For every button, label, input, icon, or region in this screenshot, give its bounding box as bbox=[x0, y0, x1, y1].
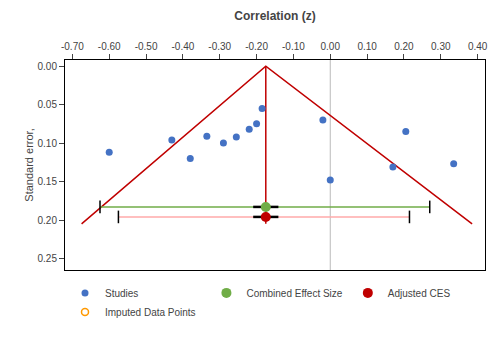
svg-text:Standard error,: Standard error, bbox=[23, 128, 35, 201]
svg-text:-0.10: -0.10 bbox=[282, 41, 305, 52]
svg-text:Studies: Studies bbox=[105, 288, 138, 299]
svg-text:0.15: 0.15 bbox=[38, 176, 58, 187]
svg-text:-0.30: -0.30 bbox=[208, 41, 231, 52]
svg-text:0.20: 0.20 bbox=[394, 41, 414, 52]
svg-text:0.00: 0.00 bbox=[38, 61, 58, 72]
svg-text:0.20: 0.20 bbox=[38, 215, 58, 226]
svg-text:0.10: 0.10 bbox=[357, 41, 377, 52]
svg-text:Imputed Data Points: Imputed Data Points bbox=[105, 307, 196, 318]
svg-text:0.00: 0.00 bbox=[321, 41, 341, 52]
svg-text:0.10: 0.10 bbox=[38, 138, 58, 149]
svg-text:Combined Effect Size: Combined Effect Size bbox=[246, 288, 342, 299]
svg-text:-0.70: -0.70 bbox=[61, 41, 84, 52]
svg-text:-0.40: -0.40 bbox=[171, 41, 194, 52]
svg-text:Adjusted CES: Adjusted CES bbox=[388, 288, 451, 299]
svg-text:0.30: 0.30 bbox=[431, 41, 451, 52]
svg-text:0.25: 0.25 bbox=[38, 253, 58, 264]
svg-text:-0.60: -0.60 bbox=[98, 41, 121, 52]
svg-text:0.05: 0.05 bbox=[38, 99, 58, 110]
svg-text:-0.20: -0.20 bbox=[245, 41, 268, 52]
svg-text:Correlation (z): Correlation (z) bbox=[234, 9, 315, 23]
svg-text:-0.50: -0.50 bbox=[135, 41, 158, 52]
svg-text:0.40: 0.40 bbox=[468, 41, 488, 52]
